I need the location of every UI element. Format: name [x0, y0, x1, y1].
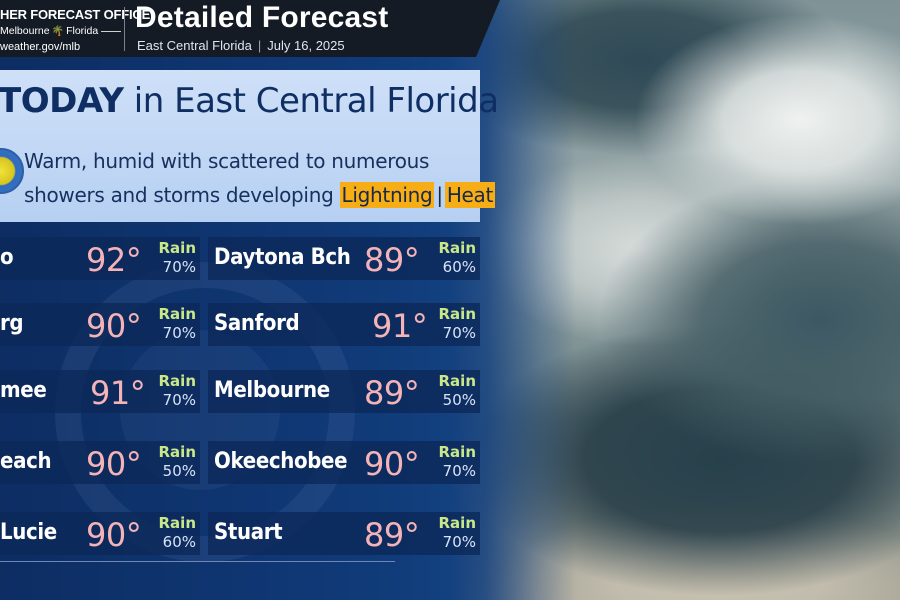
palm-tree-icon: 🌴 [51, 26, 65, 37]
rain-percent: 60% [162, 533, 196, 551]
rain-chance: Rain 50% [436, 372, 477, 410]
city-row: Stuart 89° Rain 70% [208, 512, 480, 555]
city-name: o [0, 245, 14, 270]
city-row: Daytona Bch 89° Rain 60% [208, 237, 480, 280]
rain-chance: Rain 70% [156, 305, 197, 343]
rain-label: Rain [158, 443, 197, 461]
rain-label: Rain [158, 305, 197, 323]
rain-chance: Rain 60% [436, 239, 477, 277]
city-row: rg 90° Rain 70% [0, 303, 200, 346]
location-divider-line [101, 30, 122, 32]
sun-icon [0, 148, 24, 194]
rain-label: Rain [438, 305, 477, 323]
city-name: Stuart [214, 520, 283, 545]
today-description: Warm, humid with scattered to numerous s… [24, 144, 496, 212]
description-line-1: Warm, humid with scattered to numerous [24, 149, 430, 173]
city-name: Melbourne [214, 378, 330, 403]
header-divider [124, 7, 125, 51]
footer-divider [0, 561, 395, 562]
city-row: Okeechobee 90° Rain 70% [208, 441, 480, 484]
rain-chance: Rain 50% [156, 443, 197, 481]
city-row: mee 91° Rain 70% [0, 370, 200, 413]
city-name: mee [0, 378, 47, 403]
description-text: showers and storms developing [24, 183, 340, 207]
header-bar: HER FORECAST OFFICE Melbourne 🌴 Florida we… [0, 0, 500, 57]
rain-label: Rain [158, 239, 197, 257]
city-row: Lucie 90° Rain 60% [0, 512, 200, 555]
office-location: Melbourne 🌴 Florida [0, 25, 122, 37]
city-row: Sanford 91° Rain 70% [208, 303, 480, 346]
rain-percent: 70% [442, 533, 476, 551]
city-temp: 91° [90, 374, 146, 412]
city-name: Okeechobee [214, 449, 348, 474]
rain-chance: Rain 60% [156, 514, 197, 552]
city-row: o 92° Rain 70% [0, 237, 200, 280]
city-temp: 89° [364, 516, 420, 554]
city-name: each [0, 449, 52, 474]
rain-percent: 60% [442, 258, 476, 276]
rain-chance: Rain 70% [436, 305, 477, 343]
tag-separator: | [436, 183, 443, 207]
city-temp: 90° [86, 307, 142, 345]
city-name: Daytona Bch [214, 245, 351, 270]
rain-label: Rain [158, 514, 197, 532]
city-name: rg [0, 311, 24, 336]
city-temp: 89° [364, 241, 420, 279]
city-temp: 89° [364, 374, 420, 412]
office-city: Melbourne [0, 25, 50, 37]
office-state: Florida [66, 25, 99, 37]
page-subtitle: East Central Florida | July 16, 2025 [137, 38, 345, 53]
today-heading: TODAY in East Central Florida [0, 81, 499, 121]
rain-chance: Rain 70% [156, 372, 197, 410]
city-name: Sanford [214, 311, 300, 336]
city-row: each 90° Rain 50% [0, 441, 200, 484]
rain-percent: 70% [442, 462, 476, 480]
description-line-2: showers and storms developing Lightning |… [24, 178, 496, 212]
rain-percent: 70% [162, 258, 196, 276]
rain-percent: 70% [162, 391, 196, 409]
region-label: East Central Florida [137, 38, 252, 53]
office-url[interactable]: weather.gov/mlb [0, 41, 81, 53]
page-title: Detailed Forecast [135, 1, 389, 34]
city-temp: 92° [86, 241, 142, 279]
rain-chance: Rain 70% [436, 514, 477, 552]
office-block: HER FORECAST OFFICE Melbourne 🌴 Florida we… [0, 7, 151, 53]
city-temp: 90° [86, 516, 142, 554]
subtitle-separator: | [257, 38, 262, 53]
city-name: Lucie [0, 520, 57, 545]
forecast-date: July 16, 2025 [267, 38, 345, 53]
office-name: HER FORECAST OFFICE [0, 7, 151, 22]
rain-percent: 70% [162, 324, 196, 342]
rain-label: Rain [438, 514, 477, 532]
lightning-tag: Lightning [339, 182, 435, 208]
rain-label: Rain [438, 443, 477, 461]
rain-percent: 50% [162, 462, 196, 480]
today-summary-box: TODAY in East Central Florida Warm, humi… [0, 70, 499, 222]
rain-percent: 50% [442, 391, 476, 409]
rain-chance: Rain 70% [436, 443, 477, 481]
rain-label: Rain [438, 239, 477, 257]
city-temp: 90° [364, 445, 420, 483]
rain-chance: Rain 70% [156, 239, 197, 277]
rain-percent: 70% [442, 324, 476, 342]
city-temp: 90° [86, 445, 142, 483]
rain-label: Rain [438, 372, 477, 390]
city-temp: 91° [372, 307, 428, 345]
today-label: TODAY [0, 81, 124, 121]
rain-label: Rain [158, 372, 197, 390]
heat-tag: Heat [444, 182, 496, 208]
today-region: in East Central Florida [123, 81, 499, 121]
city-row: Melbourne 89° Rain 50% [208, 370, 480, 413]
